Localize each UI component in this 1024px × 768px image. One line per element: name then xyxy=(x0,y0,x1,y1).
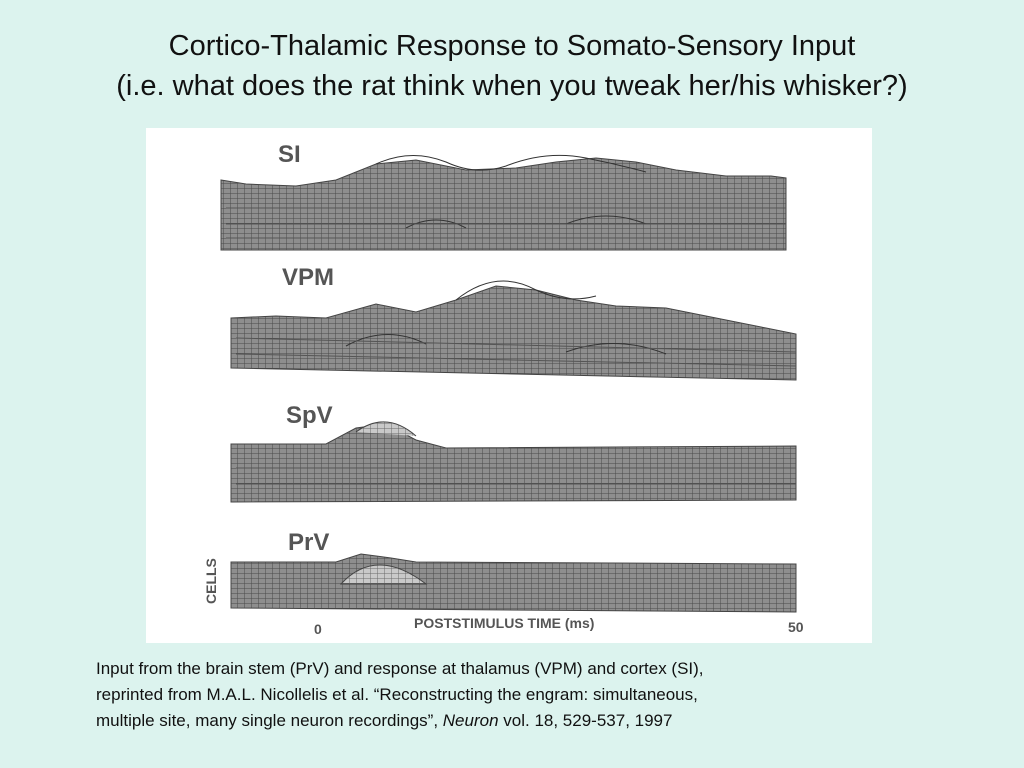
x-axis-label: POSTSTIMULUS TIME (ms) xyxy=(414,615,594,631)
caption-line-3-text: multiple site, many single neuron record… xyxy=(96,711,443,730)
slide-title: Cortico-Thalamic Response to Somato-Sens… xyxy=(0,26,1024,106)
surface-si xyxy=(220,157,787,251)
figure-image: SI VPM SpV PrV CELLS 0 xyxy=(146,128,872,643)
panel-label-si: SI xyxy=(278,141,301,168)
figure-caption: Input from the brain stem (PrV) and resp… xyxy=(96,656,936,734)
x-tick-50: 50 xyxy=(788,619,804,635)
y-axis-label: CELLS xyxy=(203,558,219,604)
panel-prv: PrV CELLS xyxy=(203,529,797,613)
panel-vpm: VPM xyxy=(230,264,797,381)
title-line-2: (i.e. what does the rat think when you t… xyxy=(116,70,908,102)
journal-name: Neuron xyxy=(442,711,499,730)
panel-label-spv: SpV xyxy=(286,402,333,429)
surface-vpm xyxy=(230,285,797,381)
panel-si: SI xyxy=(220,141,787,251)
surface-spv xyxy=(230,423,797,503)
title-line-1: Cortico-Thalamic Response to Somato-Sens… xyxy=(168,30,856,62)
x-tick-0: 0 xyxy=(314,621,322,637)
surface-prv xyxy=(230,553,797,613)
caption-line-1: Input from the brain stem (PrV) and resp… xyxy=(96,659,704,678)
citation-details: vol. 18, 529-537, 1997 xyxy=(498,711,673,730)
panel-spv: SpV xyxy=(230,402,797,503)
panel-label-prv: PrV xyxy=(288,529,329,556)
caption-line-3: multiple site, many single neuron record… xyxy=(96,708,936,734)
panel-label-vpm: VPM xyxy=(282,264,334,291)
surface-plot-figure: SI VPM SpV PrV CELLS 0 xyxy=(203,141,804,637)
caption-line-2: reprinted from M.A.L. Nicollelis et al. … xyxy=(96,685,698,704)
